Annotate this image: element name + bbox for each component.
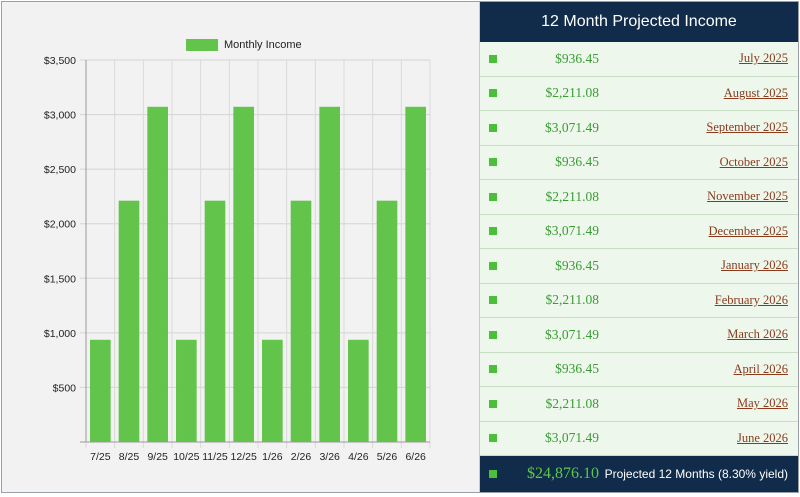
income-chart-panel: Monthly Income $500 $1,000 $1,500 $2,000 $2,…: [2, 2, 480, 492]
row-month-link[interactable]: August 2025: [723, 85, 788, 100]
row-amount: $936.45: [555, 257, 599, 273]
green-square-icon: [489, 365, 497, 374]
row-amount: $936.45: [555, 154, 599, 170]
row-amount: $936.45: [555, 361, 599, 377]
y-tick-label: $500: [53, 382, 77, 394]
bar: [262, 339, 283, 442]
income-row: $2,211.08 February 2026: [480, 283, 798, 318]
row-month-link[interactable]: January 2026: [721, 258, 788, 273]
total-label: Projected 12 Months (8.30% yield): [604, 467, 788, 481]
income-row: $2,211.08 May 2026: [480, 387, 798, 422]
x-tick-label: 9/25: [147, 451, 168, 463]
bar: [204, 200, 226, 442]
income-rows: $936.45 July 2025 $2,211.08 August 2025 $3,0…: [480, 42, 798, 456]
bar: [118, 200, 140, 442]
bar: [290, 200, 312, 442]
legend-label: Monthly Income: [224, 39, 302, 51]
bar: [233, 106, 254, 443]
x-tick-label: 2/26: [291, 451, 312, 463]
income-row: $3,071.49 March 2026: [480, 318, 798, 353]
y-tick-label: $2,500: [44, 164, 76, 176]
row-month-link[interactable]: June 2026: [736, 430, 788, 445]
green-square-icon: [489, 261, 497, 270]
income-row: $2,211.08 November 2025: [480, 180, 798, 215]
row-amount: $3,071.49: [545, 223, 599, 239]
x-tick-label: 8/25: [119, 451, 140, 463]
green-square-icon: [489, 192, 497, 201]
projected-income-table: 12 Month Projected Income $936.45 July 20…: [480, 2, 798, 492]
y-tick-label: $2,000: [44, 219, 76, 231]
row-amount: $3,071.49: [545, 119, 599, 135]
x-tick-label: 7/25: [90, 451, 111, 463]
row-amount: $2,211.08: [545, 188, 600, 204]
green-square-icon: [489, 470, 497, 478]
green-square-icon: [489, 54, 497, 63]
table-title: 12 Month Projected Income: [480, 2, 798, 42]
income-row: $936.45 July 2025: [480, 42, 798, 77]
x-tick-label: 5/26: [377, 451, 398, 463]
x-tick-label: 12/25: [231, 451, 257, 463]
row-amount: $3,071.49: [545, 326, 599, 342]
bar: [405, 106, 426, 443]
income-row: $3,071.49 December 2025: [480, 214, 798, 249]
income-row: $3,071.49 September 2025: [480, 111, 798, 146]
bar: [147, 106, 168, 443]
chart-legend[interactable]: Monthly Income: [186, 39, 302, 51]
green-square-icon: [489, 123, 497, 132]
green-square-icon: [489, 434, 497, 443]
bar-chart: $500 $1,000 $1,500 $2,000 $2,500 $3,000 $3,500…: [44, 55, 431, 463]
y-tick-label: $3,500: [44, 55, 76, 67]
x-tick-label: 1/26: [262, 451, 283, 463]
bar: [348, 339, 369, 442]
bar: [319, 106, 340, 443]
green-square-icon: [489, 296, 497, 305]
income-row: $936.45 April 2026: [480, 352, 798, 387]
row-month-link[interactable]: September 2025: [706, 120, 788, 135]
income-row: $2,211.08 August 2025: [480, 76, 798, 111]
x-tick-label: 4/26: [348, 451, 369, 463]
row-amount: $936.45: [555, 50, 599, 66]
income-row: $3,071.49 June 2026: [480, 421, 798, 456]
row-month-link[interactable]: March 2026: [727, 327, 788, 342]
row-month-link[interactable]: February 2026: [714, 292, 788, 307]
y-tick-label: $1,000: [44, 328, 76, 340]
green-square-icon: [489, 227, 497, 236]
legend-swatch: [186, 39, 218, 51]
table-footer: $24,876.10 Projected 12 Months (8.30% yi…: [480, 456, 798, 492]
row-month-link[interactable]: December 2025: [708, 223, 788, 238]
row-amount: $2,211.08: [545, 292, 600, 308]
x-tick-label: 11/25: [202, 451, 228, 463]
total-amount: $24,876.10: [527, 465, 599, 482]
bar: [176, 339, 197, 442]
income-row: $936.45 January 2026: [480, 249, 798, 284]
green-square-icon: [489, 89, 497, 98]
y-tick-label: $1,500: [44, 273, 76, 285]
green-square-icon: [489, 330, 497, 339]
income-row: $936.45 October 2025: [480, 145, 798, 180]
row-month-link[interactable]: April 2026: [733, 361, 788, 376]
row-month-link[interactable]: May 2026: [736, 396, 788, 411]
row-month-link[interactable]: July 2025: [739, 51, 788, 66]
row-amount: $2,211.08: [545, 85, 600, 101]
green-square-icon: [489, 399, 497, 408]
row-amount: $3,071.49: [545, 430, 599, 446]
bar: [90, 339, 111, 442]
row-month-link[interactable]: November 2025: [707, 189, 788, 204]
bar: [376, 200, 398, 442]
x-tick-label: 6/26: [405, 451, 426, 463]
row-month-link[interactable]: October 2025: [719, 154, 788, 169]
x-tick-label: 10/25: [173, 451, 199, 463]
y-tick-label: $3,000: [44, 110, 76, 122]
row-amount: $2,211.08: [545, 395, 600, 411]
green-square-icon: [489, 158, 497, 167]
x-tick-label: 3/26: [319, 451, 340, 463]
